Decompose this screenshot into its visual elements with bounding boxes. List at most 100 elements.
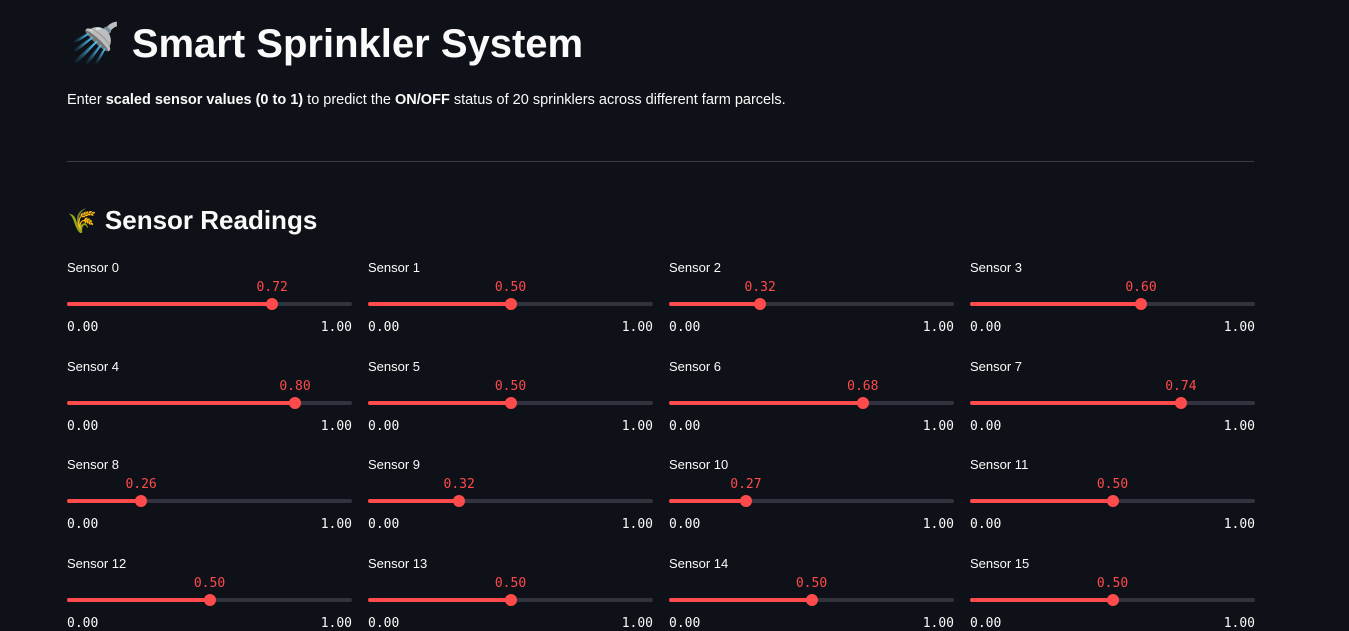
slider-fill	[67, 499, 142, 503]
slider-max: 1.00	[922, 615, 954, 631]
slider-min: 0.00	[970, 320, 1002, 335]
slider-thumb[interactable]	[135, 495, 148, 507]
slider-thumb[interactable]	[1174, 396, 1187, 409]
slider-max: 1.00	[621, 517, 653, 532]
slider-thumb[interactable]	[266, 298, 279, 310]
slider-thumb[interactable]	[504, 396, 517, 409]
slider-fill	[67, 597, 210, 602]
slider-max: 1.00	[1223, 320, 1255, 335]
page-title: 🚿 Smart Sprinkler System	[70, 20, 583, 67]
slider-label: Sensor 6	[669, 358, 722, 374]
slider-fill	[669, 597, 812, 602]
slider-min: 0.00	[368, 615, 400, 631]
slider-value: 0.80	[279, 378, 311, 394]
divider	[67, 161, 1254, 162]
slider-track	[368, 499, 653, 503]
app: 🚿 Smart Sprinkler System Enter scaled sen…	[67, 20, 1255, 631]
slider-thumb[interactable]	[739, 495, 752, 507]
slider-label: Sensor 12	[67, 555, 127, 571]
slider-track	[67, 499, 352, 503]
slider-min: 0.00	[669, 517, 701, 532]
slider-fill	[669, 499, 746, 503]
slider-label: Sensor 8	[67, 457, 120, 472]
slider-value: 0.50	[494, 280, 527, 295]
slider-fill	[970, 302, 1141, 306]
slider-fill	[368, 597, 511, 602]
slider-min: 0.00	[970, 418, 1002, 434]
slider-label: Sensor 3	[970, 260, 1023, 275]
slider-fill	[368, 499, 460, 503]
description-segment: ON/OFF	[395, 92, 450, 108]
slider-label: Sensor 11	[970, 457, 1029, 472]
slider-value: 0.50	[494, 378, 527, 394]
section-title: Sensor Readings	[104, 205, 318, 235]
slider-thumb[interactable]	[289, 396, 301, 409]
slider-value: 0.68	[847, 378, 879, 394]
slider-thumb[interactable]	[856, 396, 869, 409]
slider-min: 0.00	[67, 615, 99, 631]
slider-thumb[interactable]	[453, 495, 466, 507]
slider-thumb[interactable]	[1135, 298, 1147, 310]
slider-min: 0.00	[970, 517, 1002, 532]
slider-thumb[interactable]	[203, 593, 216, 606]
slider-thumb[interactable]	[754, 298, 767, 310]
slider-fill	[970, 597, 1113, 602]
slider-max: 1.00	[320, 418, 352, 434]
slider-label: Sensor 15	[970, 555, 1030, 571]
slider-fill	[67, 302, 273, 306]
slider-label: Sensor 1	[368, 260, 421, 275]
slider-value: 0.26	[125, 477, 157, 492]
slider-thumb[interactable]	[1106, 593, 1119, 606]
slider-max: 1.00	[922, 418, 954, 434]
slider-thumb[interactable]	[504, 593, 517, 606]
section-header: 🌾 Sensor Readings	[67, 205, 317, 236]
slider-label: Sensor 14	[669, 555, 729, 571]
slider-label: Sensor 0	[67, 260, 120, 275]
slider-max: 1.00	[1223, 418, 1255, 434]
slider-max: 1.00	[621, 615, 653, 631]
slider-min: 0.00	[970, 615, 1002, 631]
slider-fill	[669, 302, 761, 306]
slider-min: 0.00	[669, 418, 701, 434]
slider-max: 1.00	[1223, 517, 1255, 532]
slider-fill	[368, 400, 511, 405]
slider-value: 0.50	[795, 575, 828, 591]
description-segment: Enter	[67, 92, 106, 108]
slider-label: Sensor 7	[970, 358, 1023, 374]
slider-value: 0.50	[494, 575, 527, 591]
slider-max: 1.00	[922, 517, 954, 532]
slider-value: 0.60	[1125, 280, 1157, 295]
slider-value: 0.74	[1165, 378, 1197, 394]
slider-min: 0.00	[368, 517, 400, 532]
section-icon: 🌾	[67, 208, 97, 235]
slider-value: 0.50	[1096, 575, 1129, 591]
slider-max: 1.00	[922, 320, 954, 335]
slider-fill	[368, 302, 511, 306]
slider-min: 0.00	[669, 615, 701, 631]
slider-label: Sensor 5	[368, 358, 421, 374]
description-segment: to predict the	[303, 92, 396, 108]
slider-min: 0.00	[67, 517, 99, 532]
slider-fill	[67, 400, 295, 405]
slider-fill	[970, 499, 1113, 503]
slider-label: Sensor 9	[368, 457, 421, 472]
slider-label: Sensor 4	[67, 358, 120, 374]
slider-thumb[interactable]	[805, 593, 818, 606]
slider-min: 0.00	[669, 320, 701, 335]
slider-label: Sensor 2	[669, 260, 722, 275]
slider-label: Sensor 10	[669, 457, 729, 472]
slider-max: 1.00	[621, 320, 653, 335]
description: Enter scaled sensor values (0 to 1) to p…	[67, 92, 786, 108]
slider-max: 1.00	[320, 517, 352, 532]
title-icon: 🚿	[70, 22, 120, 66]
description-segment: status of 20 sprinklers across different…	[449, 92, 786, 108]
slider-thumb[interactable]	[1106, 495, 1119, 507]
slider-max: 1.00	[320, 615, 352, 631]
slider-fill	[669, 400, 863, 405]
slider-min: 0.00	[368, 418, 400, 434]
title-text: Smart Sprinkler System	[131, 22, 584, 66]
slider-fill	[970, 400, 1181, 405]
slider-max: 1.00	[621, 418, 653, 434]
slider-value: 0.32	[744, 280, 776, 295]
slider-thumb[interactable]	[504, 298, 517, 310]
